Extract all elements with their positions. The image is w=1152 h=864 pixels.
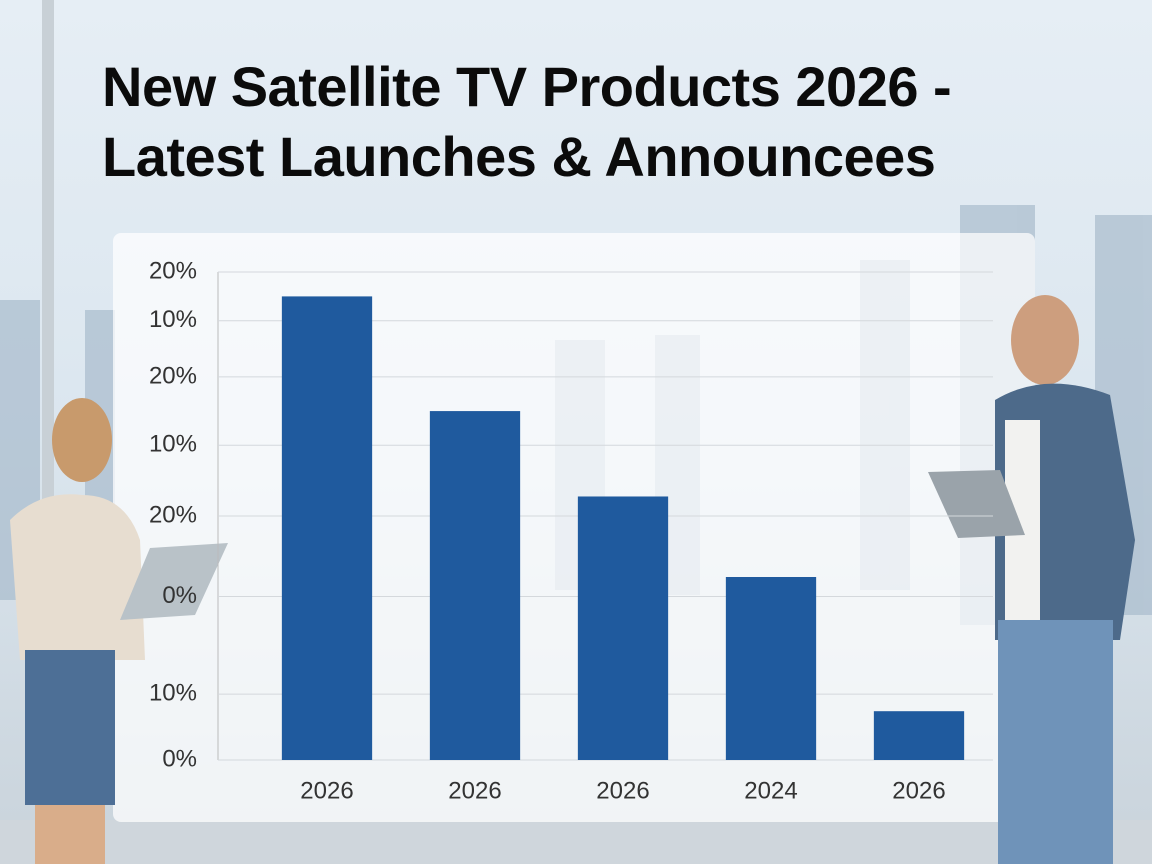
- y-tick-label: 20%: [149, 257, 197, 284]
- y-tick-label: 0%: [162, 582, 197, 609]
- chart-title: New Satellite TV Products 2026 - Latest …: [102, 55, 952, 188]
- y-tick-label: 20%: [149, 362, 197, 389]
- y-tick-label: 10%: [149, 679, 197, 706]
- y-tick-label: 20%: [149, 501, 197, 528]
- x-tick-label: 2026: [448, 777, 501, 804]
- bar: [281, 296, 373, 760]
- bar: [429, 411, 521, 760]
- y-tick-label: 0%: [162, 745, 197, 772]
- bar: [725, 577, 817, 760]
- x-tick-label: 2026: [300, 777, 353, 804]
- person-right: [928, 295, 1135, 864]
- x-tick-label: 2026: [596, 777, 649, 804]
- bar: [873, 711, 965, 760]
- x-tick-label: 2026: [892, 777, 945, 804]
- floor: [0, 820, 1152, 864]
- y-tick-label: 10%: [149, 431, 197, 458]
- person-left: [10, 398, 228, 864]
- bar: [577, 496, 669, 760]
- y-tick-label: 10%: [149, 306, 197, 333]
- x-tick-label: 2024: [744, 777, 797, 804]
